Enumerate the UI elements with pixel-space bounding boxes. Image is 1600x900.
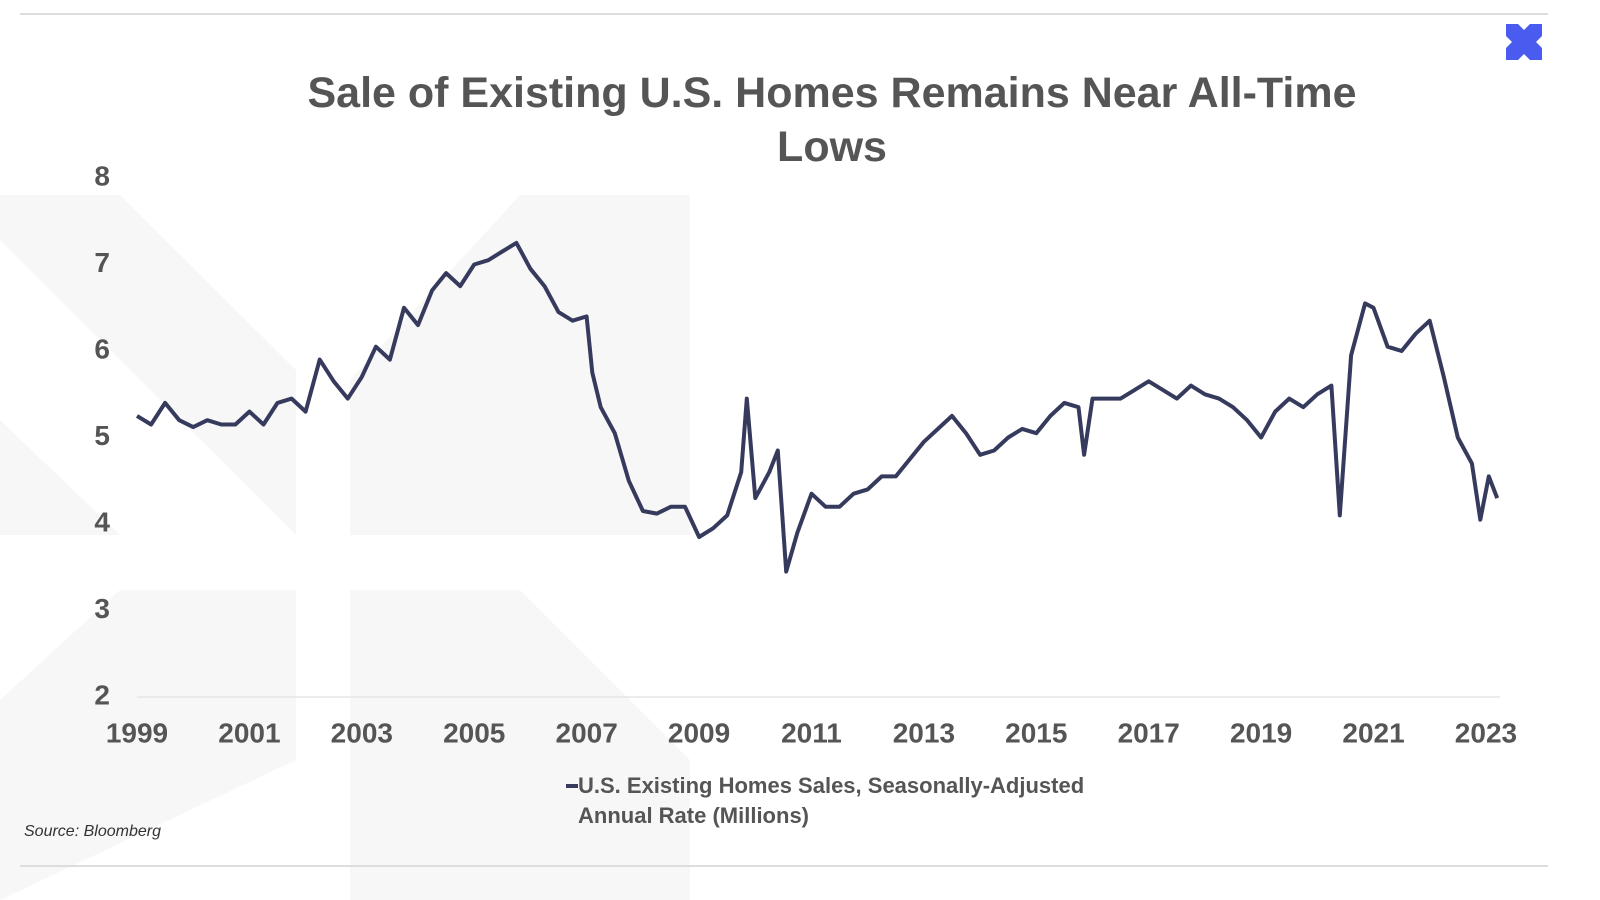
x-tick-label: 2023 [1455, 717, 1517, 748]
source-note: Source: Bloomberg [24, 823, 161, 840]
data-line [135, 240, 1500, 574]
x-tick-label: 2005 [443, 717, 505, 748]
x-tick-label: 2011 [781, 717, 842, 748]
x-tick-label: 2017 [1118, 717, 1180, 748]
y-tick-label: 8 [94, 160, 110, 191]
background-logo [0, 195, 690, 900]
x-tick-label: 2001 [218, 717, 280, 748]
legend-label: U.S. Existing Homes Sales, Seasonally-Ad… [578, 773, 1085, 828]
x-tick-label: 2007 [556, 717, 618, 748]
y-tick-label: 7 [94, 247, 110, 278]
logo [1506, 24, 1542, 60]
x-tick-label: 2003 [331, 717, 393, 748]
y-tick-label: 3 [94, 593, 110, 624]
legend-key [566, 784, 578, 788]
x-tick-label: 2015 [1005, 717, 1067, 748]
x-tick-label: 1999 [106, 717, 168, 748]
chart-title: Sale of Existing U.S. Homes Remains Near… [307, 69, 1357, 171]
y-tick-label: 5 [94, 420, 110, 451]
y-tick-label: 4 [94, 506, 110, 537]
x-tick-label: 2013 [893, 717, 955, 748]
x-tick-label: 2009 [668, 717, 730, 748]
x-tick-label: 2019 [1230, 717, 1292, 748]
y-tick-label: 6 [94, 333, 110, 364]
x-tick-label: 2021 [1342, 717, 1404, 748]
y-tick-label: 2 [94, 679, 110, 710]
